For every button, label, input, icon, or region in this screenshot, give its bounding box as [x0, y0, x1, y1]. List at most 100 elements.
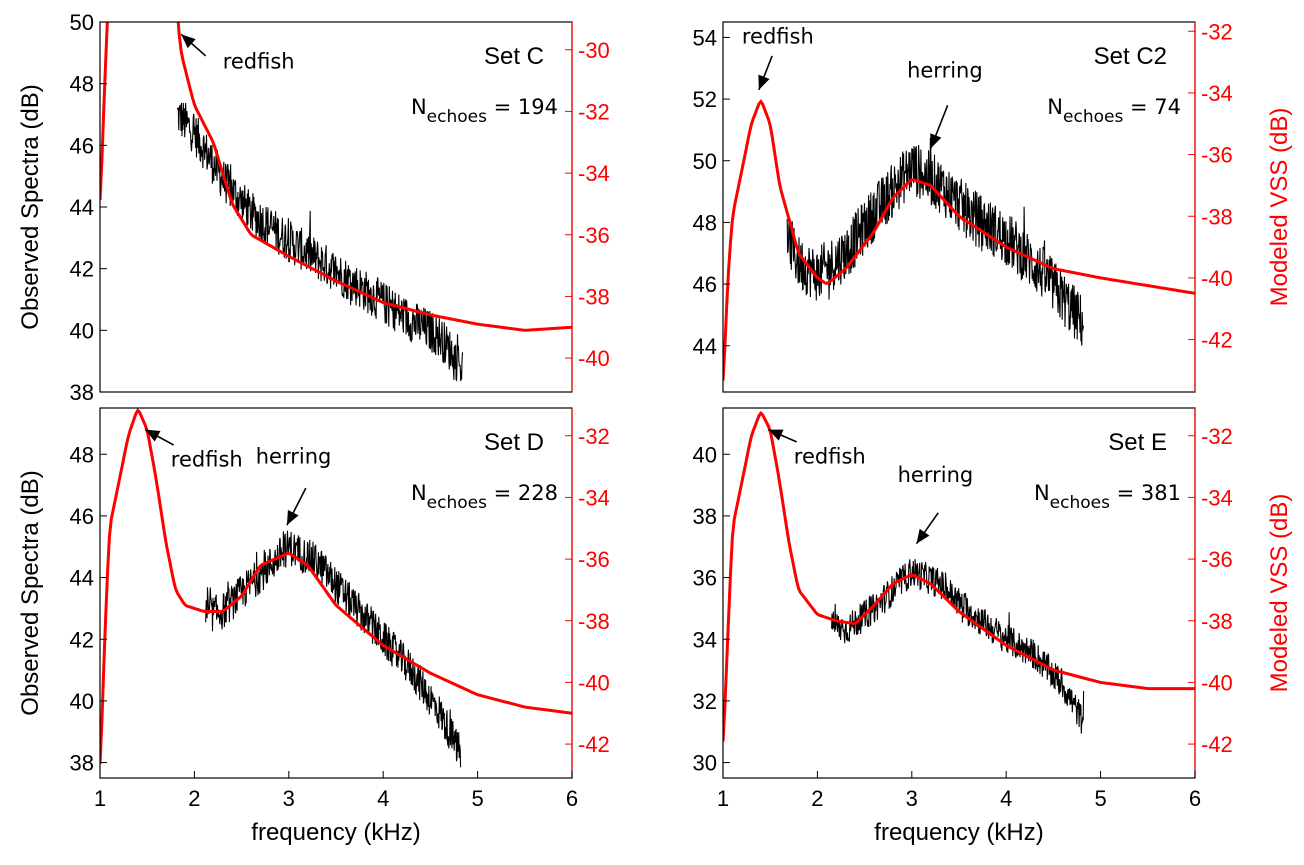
set-label: Set C2: [1094, 43, 1167, 70]
n-echoes-value: 194: [518, 95, 558, 119]
y-tick-label-right: -38: [578, 284, 610, 309]
y-tick-label-left: 48: [70, 442, 94, 467]
y-tick-label-left: 46: [70, 504, 94, 529]
y-tick-label-right: -36: [1201, 143, 1233, 168]
y-tick-label-left: 40: [70, 689, 94, 714]
y-tick-label-right: -38: [1201, 204, 1233, 229]
observed-spectrum-line: [176, 102, 464, 382]
y-tick-label-left: 36: [693, 566, 717, 591]
y-tick-label-left: 32: [693, 689, 717, 714]
y-tick-label-left: 30: [693, 751, 717, 776]
y-tick-label-right: -36: [578, 223, 610, 248]
observed-spectrum-line: [831, 559, 1085, 734]
n-echoes-label: Nechoes = 381: [1034, 481, 1181, 513]
x-tick-label: 2: [811, 786, 823, 811]
y-tick-label-left: 54: [693, 25, 717, 50]
y-tick-label-right: -32: [1201, 424, 1233, 449]
n-echoes-symbol: N: [1047, 95, 1063, 119]
y-tick-label-right: -32: [1201, 19, 1233, 44]
y-tick-label-left: 52: [693, 87, 717, 112]
y-tick-label-right: -42: [1201, 328, 1233, 353]
set-label: Set C: [484, 43, 544, 70]
y-tick-label-right: -40: [1201, 266, 1233, 291]
y-tick-label-left: 46: [70, 133, 94, 158]
x-tick-label: 3: [283, 786, 295, 811]
x-tick-label: 5: [1094, 786, 1106, 811]
y-tick-label-right: -32: [578, 424, 610, 449]
annotation-label: redfish: [223, 49, 295, 73]
y-tick-label-left: 48: [693, 210, 717, 235]
panel-3: 38 40 42 44 46 48 -42 -40 -38 -36 -34 -32 1 2 3 4 5 6 freq…: [17, 407, 610, 846]
y-axis-label-right: Modeled VSS (dB): [1266, 108, 1293, 307]
panel-1: 38 40 42 44 46 48 50 -40 -38 -36 -34 -32 -30 Observed…: [17, 10, 610, 405]
y-tick-label-left: 40: [693, 442, 717, 467]
n-echoes-subscript: echoes: [427, 107, 487, 127]
annotation-label: herring: [256, 445, 332, 469]
y-tick-label-right: -34: [578, 485, 610, 510]
y-tick-label-right: -36: [1201, 547, 1233, 572]
y-tick-label-left: 50: [693, 149, 717, 174]
x-tick-label: 5: [471, 786, 483, 811]
set-label: Set D: [484, 429, 544, 456]
n-echoes-subscript: echoes: [1050, 493, 1110, 513]
annotation-arrowhead: [145, 429, 161, 442]
n-echoes-label: Nechoes = 228: [411, 481, 558, 513]
y-tick-label-right: -36: [578, 547, 610, 572]
n-echoes-symbol: N: [411, 481, 427, 505]
modeled-vss-line: [723, 99, 1195, 381]
modeled-vss-line: [100, 22, 572, 332]
annotation-arrowhead: [758, 74, 770, 90]
y-axis-label-left: Observed Spectra (dB): [17, 84, 44, 329]
annotation-label: herring: [898, 463, 974, 487]
y-tick-label-left: 38: [693, 504, 717, 529]
y-tick-label-left: 40: [70, 318, 94, 343]
y-axis-label-left: Observed Spectra (dB): [17, 470, 44, 715]
y-tick-label-left: 42: [70, 627, 94, 652]
n-echoes-equals: =: [487, 481, 518, 505]
y-tick-label-left: 38: [70, 380, 94, 405]
x-tick-label: 1: [94, 786, 106, 811]
y-tick-label-left: 50: [70, 10, 94, 35]
n-echoes-subscript: echoes: [1063, 107, 1123, 127]
y-tick-label-right: -34: [1201, 81, 1233, 106]
y-tick-label-right: -38: [1201, 609, 1233, 634]
n-echoes-value: 381: [1141, 481, 1181, 505]
annotation-arrowhead: [916, 528, 930, 544]
n-echoes-equals: =: [1110, 481, 1141, 505]
y-tick-label-right: -42: [1201, 732, 1233, 757]
x-tick-label: 6: [566, 786, 578, 811]
x-tick-label: 4: [1000, 786, 1012, 811]
modeled-vss-line: [723, 410, 1195, 742]
n-echoes-symbol: N: [411, 95, 427, 119]
annotation-label: redfish: [742, 25, 814, 49]
y-tick-label-right: -34: [578, 161, 610, 186]
y-tick-label-right: -40: [578, 670, 610, 695]
x-tick-label: 1: [717, 786, 729, 811]
n-echoes-equals: =: [1123, 95, 1154, 119]
x-tick-label: 3: [906, 786, 918, 811]
n-echoes-subscript: echoes: [427, 493, 487, 513]
modeled-vss-line: [100, 408, 572, 764]
y-tick-label-right: -38: [578, 609, 610, 634]
annotation-arrowhead: [768, 429, 784, 441]
n-echoes-value: 228: [518, 481, 558, 505]
axes-frame: [99, 21, 573, 393]
annotation-arrowhead: [930, 133, 942, 149]
n-echoes-symbol: N: [1034, 481, 1050, 505]
y-tick-label-left: 44: [70, 195, 94, 220]
observed-spectrum-line: [786, 137, 1085, 346]
annotation-arrowhead: [181, 34, 196, 49]
y-tick-label-right: -32: [578, 99, 610, 124]
y-tick-label-right: -40: [1201, 670, 1233, 695]
set-label: Set E: [1108, 429, 1167, 456]
y-tick-label-left: 38: [70, 751, 94, 776]
x-axis-label: frequency (kHz): [874, 819, 1043, 846]
x-tick-label: 2: [188, 786, 200, 811]
y-tick-label-right: -42: [578, 732, 610, 757]
y-tick-label-right: -30: [578, 38, 610, 63]
n-echoes-value: 74: [1154, 95, 1181, 119]
panel-2: 44 46 48 50 52 54 -42 -40 -38 -36 -34 -32 Modeled VS…: [693, 19, 1293, 393]
y-tick-label-left: 44: [70, 566, 94, 591]
x-tick-label: 6: [1189, 786, 1201, 811]
